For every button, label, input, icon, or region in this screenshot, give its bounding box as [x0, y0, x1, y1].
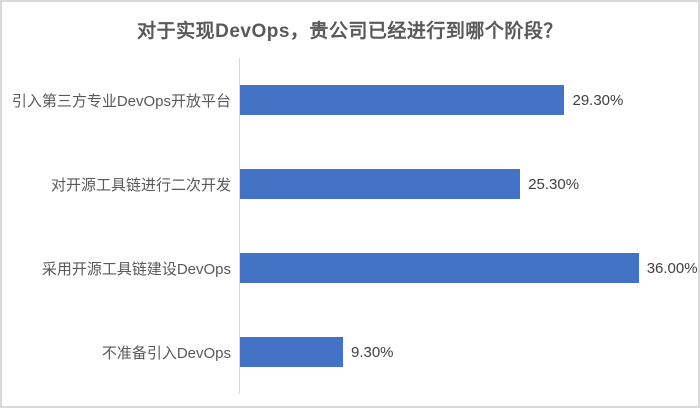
category-label: 对开源工具链进行二次开发 — [50, 176, 231, 194]
data-label: 29.30% — [572, 91, 624, 109]
bar — [240, 253, 639, 283]
bar-row: 对开源工具链进行二次开发 25.30% — [2, 142, 698, 226]
bar-rows: 引入第三方专业DevOps开放平台 29.30% 对开源工具链进行二次开发 25.30… — [2, 58, 698, 394]
bar-row: 引入第三方专业DevOps开放平台 29.30% — [2, 58, 698, 142]
bar-row: 采用开源工具链建设DevOps 36.00% — [2, 226, 698, 310]
chart-title: 对于实现DevOps，贵公司已经进行到哪个阶段？ — [137, 21, 563, 42]
bar — [240, 85, 565, 115]
bar-row: 不准备引入DevOps 9.30% — [2, 310, 698, 394]
category-label: 不准备引入DevOps — [101, 344, 231, 362]
category-label: 采用开源工具链建设DevOps — [41, 260, 231, 278]
data-label: 9.30% — [350, 343, 394, 361]
bar-track: 25.30% — [240, 169, 683, 199]
bar-track: 36.00% — [240, 253, 698, 283]
bar — [240, 337, 343, 367]
bar — [240, 169, 521, 199]
data-label: 25.30% — [528, 175, 580, 193]
y-axis-line — [239, 58, 240, 394]
category-label: 引入第三方专业DevOps开放平台 — [11, 92, 231, 110]
data-label: 36.00% — [646, 259, 698, 277]
bar-track: 9.30% — [240, 337, 683, 367]
bar-track: 29.30% — [240, 85, 683, 115]
plot-area: 引入第三方专业DevOps开放平台 29.30% 对开源工具链进行二次开发 25.30… — [2, 58, 698, 394]
